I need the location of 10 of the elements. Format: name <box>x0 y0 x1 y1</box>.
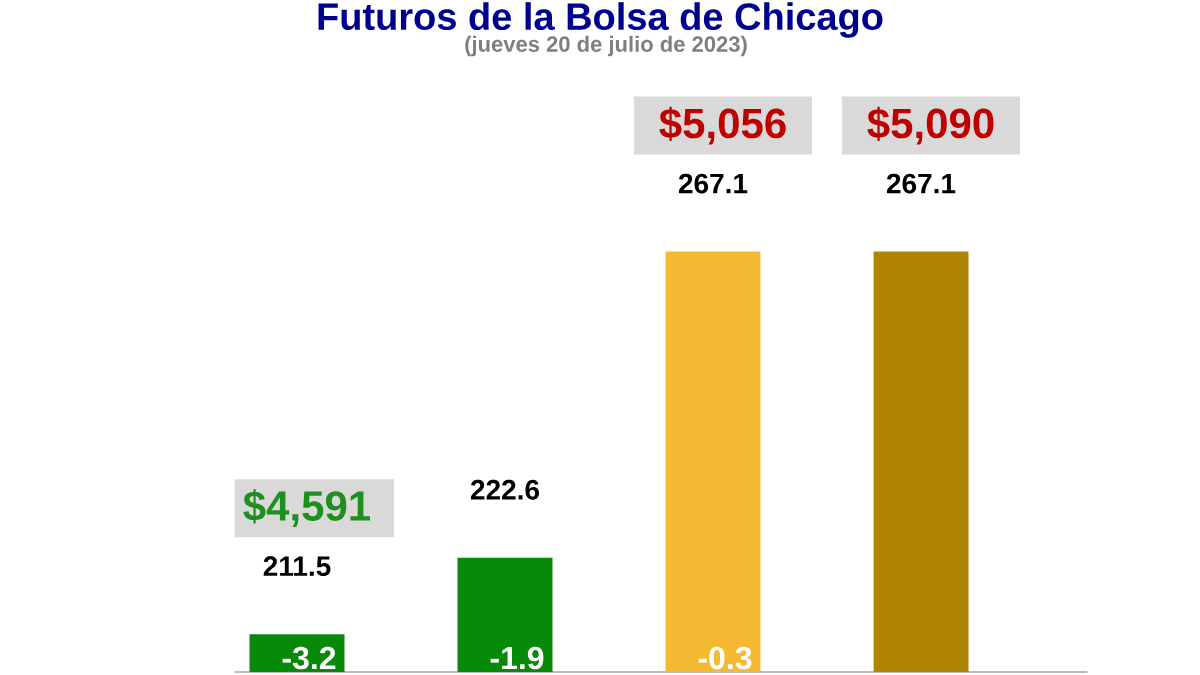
annotation: -3.2 <box>282 646 336 670</box>
data-label: 267.1 <box>678 173 748 194</box>
annotation: -0.3 <box>698 646 752 670</box>
annotation: -1.9 <box>490 646 544 670</box>
annotation: $4,591 <box>243 489 371 527</box>
data-label: 267.1 <box>886 173 956 194</box>
data-label: 222.6 <box>470 479 540 500</box>
data-label: 211.5 <box>263 556 331 577</box>
annotation: $5,056 <box>659 106 786 145</box>
annotation: $5,090 <box>867 106 994 145</box>
